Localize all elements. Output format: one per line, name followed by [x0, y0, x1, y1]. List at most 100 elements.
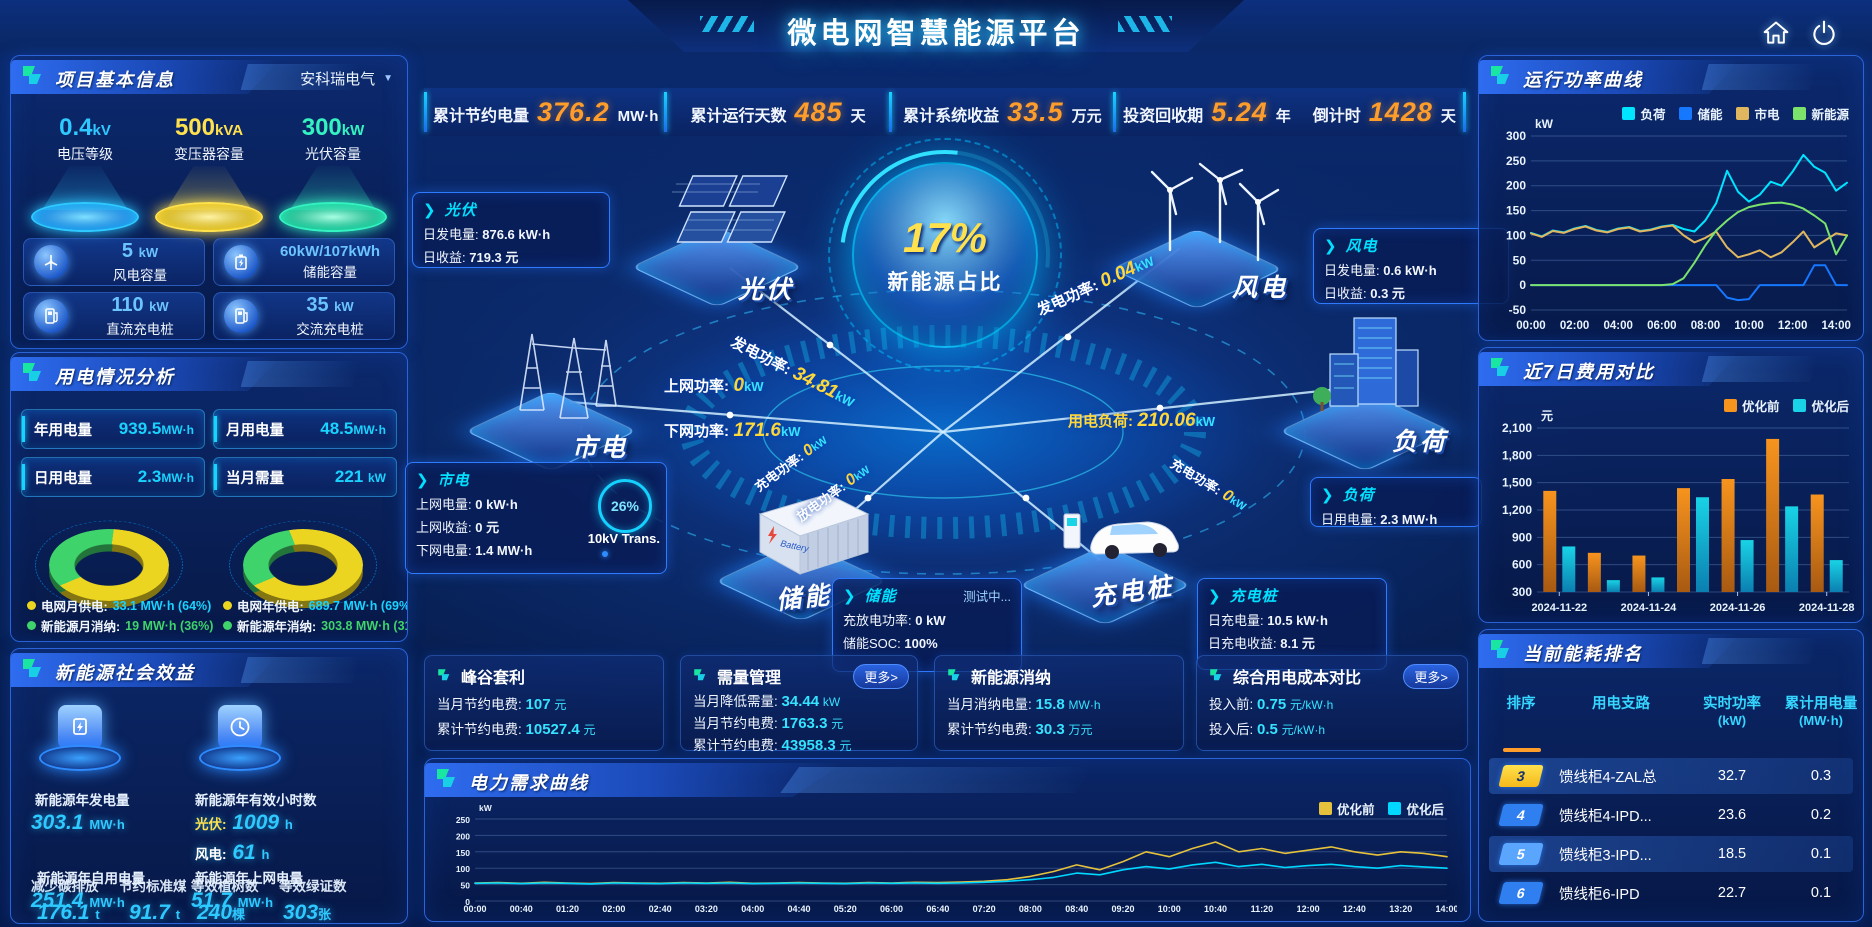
- svg-text:10:00: 10:00: [1158, 904, 1181, 914]
- cost7-chart: 300 600 900 1,200 1,500 1,800 2,100 元 2024-11-22…: [1485, 398, 1857, 619]
- kpi-bar: 累计节约电量 376.2 MW·h 累计运行天数 485 天 累计系统收益 33…: [424, 88, 1466, 136]
- infobox-grid: ❯ 市电 上网电量: 0 kW·h 上网收益: 0 元 下网电量: 1.4 MW·…: [405, 462, 667, 574]
- gauge-voltage: 0.4kV 电压等级: [23, 114, 147, 232]
- svg-text:200: 200: [456, 831, 470, 841]
- demand-chart-legend: 优化前 优化后: [1318, 799, 1444, 818]
- stat-year-usage: 年用电量 939.5MW·h: [21, 409, 205, 449]
- rank-badge: 5: [1498, 843, 1544, 865]
- node-pv: 光伏: [630, 160, 804, 308]
- card-corner-icon: [1210, 669, 1222, 681]
- rank-badge: 6: [1498, 882, 1544, 904]
- company-selector[interactable]: 安科瑞电气 ▼: [300, 71, 393, 88]
- svg-text:-50: -50: [1509, 303, 1527, 317]
- self-use-value: 251.4 MW·h: [31, 889, 125, 912]
- battery-icon: [224, 245, 258, 279]
- panel-cost7-header: 近7日费用对比: [1479, 352, 1863, 390]
- panel-cost7: 近7日费用对比 优化前 优化后 300 600 900 1,200 1,500 1,800 2…: [1478, 347, 1864, 623]
- svg-text:05:20: 05:20: [834, 904, 857, 914]
- power-button[interactable]: [1806, 16, 1842, 50]
- donut-month-supply: [35, 520, 183, 610]
- infobox-pv: ❯ 光伏 日发电量: 876.6 kW·h 日收益: 719.3 元: [412, 192, 610, 268]
- table-row: 5 馈线柜3-IPD... 18.5 0.1: [1489, 836, 1853, 872]
- renewable-share-value: 17%: [902, 214, 988, 261]
- home-button[interactable]: [1758, 16, 1794, 50]
- wind-turbines-icon: [1150, 162, 1280, 262]
- arrow-icon: ❯: [1208, 587, 1222, 605]
- co2-label: 减少碳排放: [31, 879, 99, 894]
- legend-item: 优化前: [1318, 799, 1374, 818]
- svg-text:00:40: 00:40: [510, 904, 533, 914]
- panel-benefit-header: 新能源社会效益: [11, 653, 407, 691]
- svg-text:00:00: 00:00: [463, 904, 486, 914]
- panel-demand-curve: 电力需求曲线 优化前 优化后 0 50 100 150 200 250 kW 00:00 00:4…: [424, 758, 1471, 922]
- svg-text:00:00: 00:00: [1516, 320, 1545, 332]
- transformer-load-ring: 26%: [598, 479, 652, 533]
- panel-corner-icon: [437, 769, 455, 787]
- svg-text:1,500: 1,500: [1502, 476, 1532, 490]
- svg-text:10:40: 10:40: [1204, 904, 1227, 914]
- svg-text:04:40: 04:40: [787, 904, 810, 914]
- kpi-payback: 投资回收期 5.24 年 倒计时 1428 天: [1123, 96, 1456, 127]
- svg-text:06:40: 06:40: [926, 904, 949, 914]
- cert-value: 303张: [283, 901, 332, 924]
- wind-turbine-icon: [34, 245, 68, 279]
- card-corner-icon: [948, 669, 960, 681]
- svg-text:02:00: 02:00: [602, 904, 625, 914]
- panel-demand-header: 电力需求曲线: [425, 763, 1470, 801]
- diagram-rings: [569, 247, 1349, 575]
- lightning-icon: [58, 705, 102, 749]
- gen-label: 新能源年发电量: [35, 793, 130, 808]
- panel-run-header: 运行功率曲线: [1479, 60, 1863, 98]
- power-icon: [1813, 20, 1835, 46]
- svg-text:08:00: 08:00: [1691, 320, 1720, 332]
- stat-wind-capacity: 5 kW 风电容量: [23, 238, 205, 286]
- tree-value: 240棵: [197, 901, 246, 924]
- svg-text:06:00: 06:00: [880, 904, 903, 914]
- legend-renew-year: 新能源年消纳:303.8 MW·h (31%): [223, 616, 407, 635]
- arrow-icon: ❯: [1324, 237, 1338, 255]
- pedestal-hours: [197, 705, 283, 771]
- card-renewable-consume: 新能源消纳 当月消纳电量: 15.8 MW·h 累计节约电费: 30.3 万元: [934, 655, 1184, 751]
- rank-badge: 4: [1498, 804, 1544, 826]
- renewable-share-orb: 17% 新能源占比: [828, 138, 1062, 372]
- coal-value: 91.7 t: [129, 901, 181, 924]
- panel-corner-icon: [23, 659, 41, 677]
- title-decor-left: [700, 16, 754, 32]
- flow-export-power: 上网功率: 0kW: [664, 375, 764, 396]
- page-title: 微电网智慧能源平台: [787, 18, 1085, 50]
- panel-usage-header: 用电情况分析: [11, 357, 407, 395]
- svg-text:2024-11-22: 2024-11-22: [1531, 602, 1587, 614]
- legend-grid-year: 电网年供电: 689.7 MW·h (69%): [223, 596, 407, 615]
- demand-chart: 0 50 100 150 200 250 kW 00:00 00:40 01:20 02:00 02:…: [439, 803, 1459, 920]
- donut-year-supply: [229, 520, 377, 610]
- panel-social-benefit: 新能源社会效益 新能源年发电量 303.1 MW·h 新能源年有效小时数 光伏:…: [10, 648, 408, 924]
- svg-text:50: 50: [461, 881, 471, 891]
- svg-text:02:40: 02:40: [649, 904, 672, 914]
- card-corner-icon: [694, 669, 706, 681]
- svg-text:12:00: 12:00: [1778, 320, 1807, 332]
- cost-more-button[interactable]: 更多>: [1403, 664, 1459, 689]
- svg-text:150: 150: [1506, 204, 1526, 218]
- ranking-scroll-indicator[interactable]: [1503, 748, 1541, 752]
- node-load: 负荷: [1270, 300, 1452, 472]
- charger-icon: [34, 299, 68, 333]
- charger-icon: [224, 299, 258, 333]
- tree-label: 等效植树数: [191, 879, 259, 894]
- co2-value: 176.1 t: [37, 901, 100, 924]
- infobox-wind: ❯ 风电 日发电量: 0.6 kW·h 日收益: 0.3 元: [1313, 228, 1509, 304]
- arrow-icon: ❯: [1321, 486, 1335, 504]
- demand-more-button[interactable]: 更多>: [853, 664, 909, 689]
- card-demand-mgmt: 需量管理 更多> 当月降低需量: 34.44 kW 当月节约电费: 1763.3…: [680, 655, 918, 754]
- svg-text:07:20: 07:20: [973, 904, 996, 914]
- legend-grid-month: 电网月供电: 33.1 MW·h (64%): [27, 596, 211, 615]
- power-towers-icon: [519, 333, 617, 419]
- svg-text:14:00: 14:00: [1435, 904, 1457, 914]
- svg-text:06:00: 06:00: [1647, 320, 1676, 332]
- svg-text:0: 0: [465, 897, 470, 907]
- svg-text:11:20: 11:20: [1251, 904, 1274, 914]
- svg-text:10:00: 10:00: [1734, 320, 1763, 332]
- svg-text:300: 300: [1512, 585, 1532, 599]
- svg-text:1,800: 1,800: [1502, 448, 1532, 462]
- export-value: 51.7 MW·h: [191, 889, 274, 912]
